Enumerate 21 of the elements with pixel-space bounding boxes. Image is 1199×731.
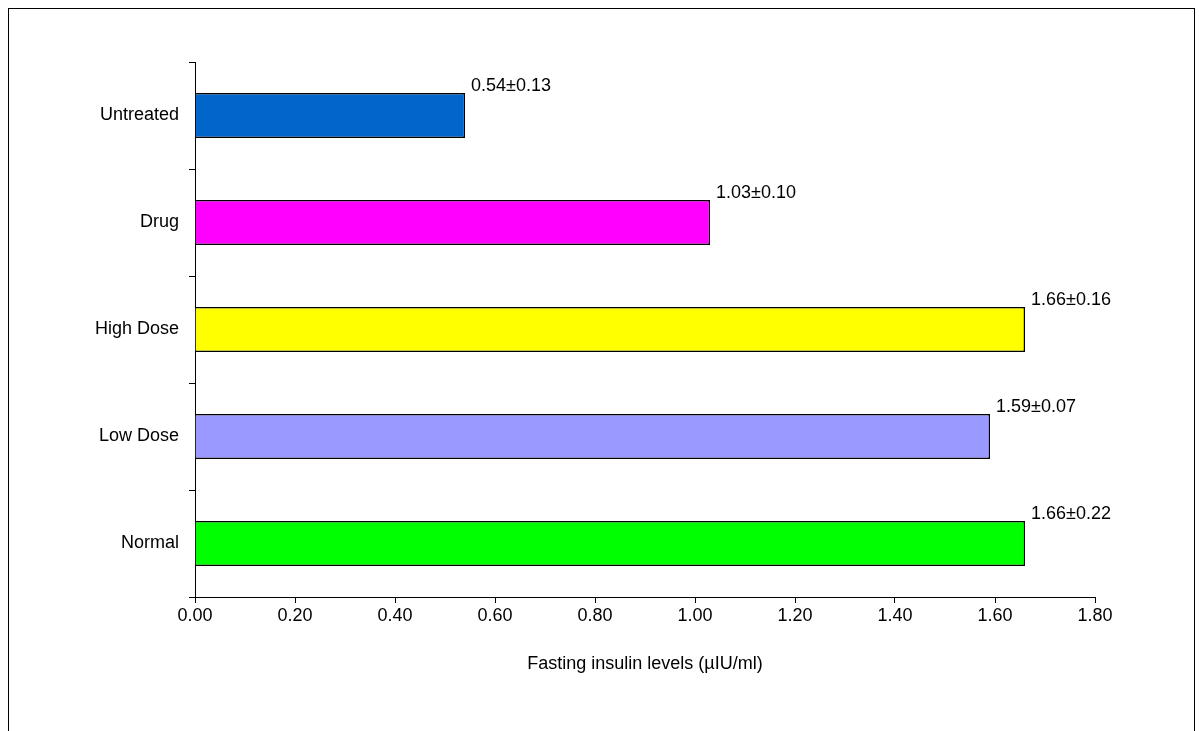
data-label: 1.66±0.22 [1031,503,1111,523]
x-tick-label: 0.40 [377,604,413,625]
y-tick-label: Low Dose [98,425,179,446]
x-tick-label: 1.40 [877,604,913,625]
x-tick-label: 0.00 [177,604,213,625]
y-tick-label: Untreated [99,104,179,125]
y-tick-label: Drug [139,211,179,232]
x-tick-label: 0.80 [577,604,613,625]
data-label: 0.54±0.13 [471,75,551,95]
x-tick-label: 1.60 [977,604,1013,625]
x-axis-title: Fasting insulin levels (µIU/ml) [527,653,763,674]
x-tick-label: 1.20 [777,604,813,625]
y-tick-label: Normal [120,532,179,553]
x-tick-label: 0.20 [277,604,313,625]
data-label: 1.66±0.16 [1031,289,1111,309]
x-tick-label: 1.80 [1077,604,1113,625]
x-tick-label: 0.60 [477,604,513,625]
y-tick-label: High Dose [94,318,179,339]
x-tick-label: 1.00 [677,604,713,625]
data-label: 1.03±0.10 [716,182,796,202]
data-label: 1.59±0.07 [996,396,1076,416]
